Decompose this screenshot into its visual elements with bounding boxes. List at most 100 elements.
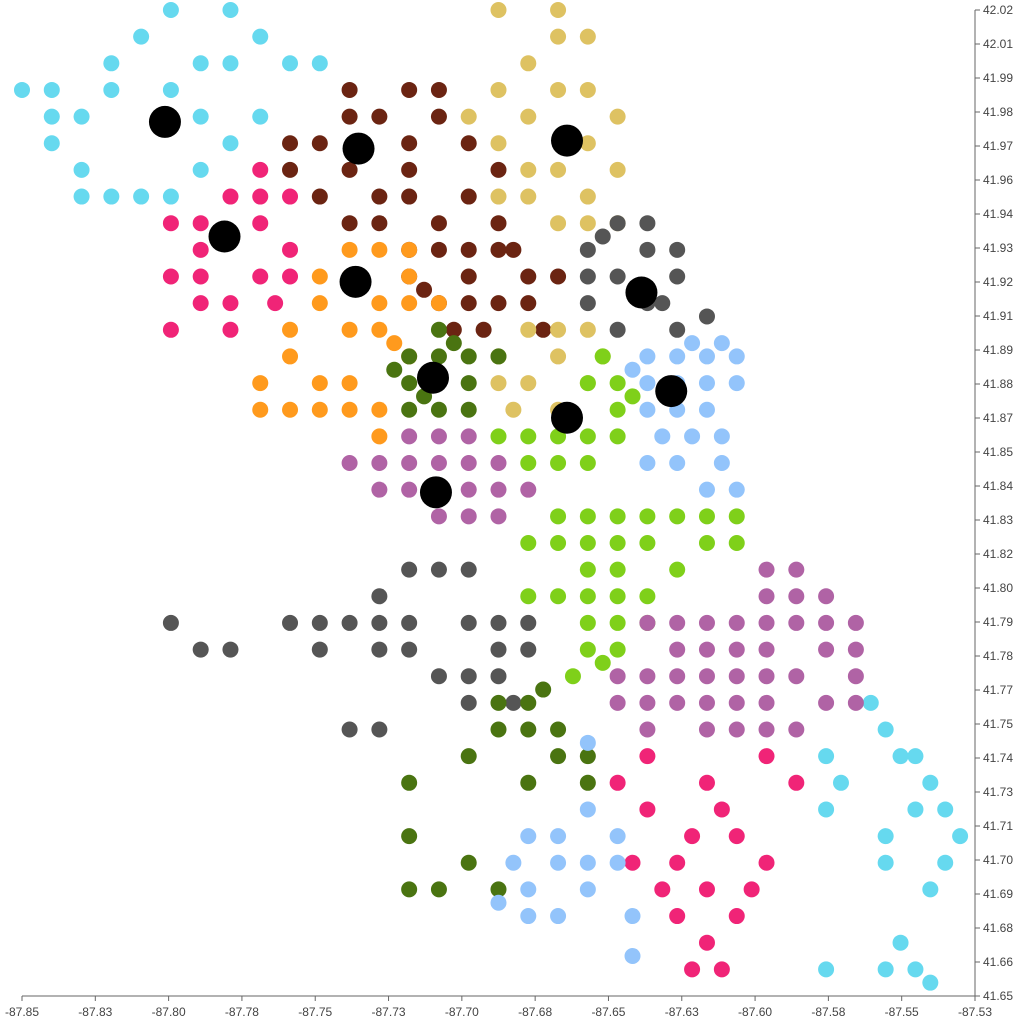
data-point	[698, 934, 715, 951]
data-point	[669, 908, 686, 925]
data-point	[505, 401, 522, 418]
data-point	[430, 241, 447, 258]
data-point	[639, 401, 656, 418]
data-point	[579, 534, 596, 551]
data-point	[490, 161, 507, 178]
data-point	[505, 694, 522, 711]
data-point	[520, 268, 537, 285]
data-point	[550, 28, 567, 45]
data-point	[520, 55, 537, 72]
data-point	[401, 481, 418, 498]
cluster-center	[148, 105, 181, 138]
data-point	[564, 668, 581, 685]
data-point	[818, 641, 835, 658]
data-point	[490, 2, 507, 18]
data-point	[579, 614, 596, 631]
data-point	[520, 614, 537, 631]
data-point	[639, 241, 656, 258]
data-point	[639, 455, 656, 472]
data-point	[728, 375, 745, 392]
data-point	[282, 55, 299, 72]
data-point	[535, 681, 552, 698]
data-point	[609, 641, 626, 658]
data-point	[698, 694, 715, 711]
x-tick-label: -87.60	[738, 1005, 772, 1019]
data-point	[952, 828, 969, 845]
data-point	[401, 135, 418, 152]
data-point	[222, 55, 239, 72]
data-point	[550, 508, 567, 525]
data-point	[579, 188, 596, 205]
data-point	[713, 428, 730, 445]
data-point	[624, 948, 641, 965]
data-point	[520, 694, 537, 711]
data-point	[579, 561, 596, 578]
data-point	[162, 2, 179, 18]
data-point	[133, 188, 150, 205]
data-point	[341, 108, 358, 125]
data-point	[267, 295, 284, 312]
data-point	[520, 721, 537, 738]
data-point	[490, 614, 507, 631]
data-point	[282, 241, 299, 258]
data-point	[698, 308, 715, 325]
data-point	[609, 534, 626, 551]
y-tick-label: 42.02	[983, 3, 1013, 17]
x-tick-label: -87.68	[518, 1005, 552, 1019]
data-point	[669, 241, 686, 258]
data-point	[728, 668, 745, 685]
data-point	[609, 854, 626, 871]
data-point	[818, 588, 835, 605]
data-point	[430, 348, 447, 365]
data-point	[341, 375, 358, 392]
data-point	[311, 188, 328, 205]
data-point	[490, 215, 507, 232]
data-point	[371, 588, 388, 605]
data-point	[639, 375, 656, 392]
data-point	[698, 481, 715, 498]
data-point	[758, 748, 775, 765]
data-point	[43, 81, 60, 98]
data-point	[460, 188, 477, 205]
data-point	[550, 268, 567, 285]
data-point	[222, 2, 239, 18]
data-point	[490, 641, 507, 658]
data-point	[282, 188, 299, 205]
data-point	[460, 135, 477, 152]
data-point	[401, 455, 418, 472]
data-point	[758, 588, 775, 605]
data-point	[401, 614, 418, 631]
data-point	[624, 388, 641, 405]
data-point	[639, 534, 656, 551]
data-point	[401, 268, 418, 285]
data-point	[252, 375, 269, 392]
data-point	[728, 614, 745, 631]
x-tick-label: -87.65	[591, 1005, 625, 1019]
data-point	[430, 401, 447, 418]
data-point	[550, 81, 567, 98]
data-point	[430, 455, 447, 472]
data-point	[609, 828, 626, 845]
data-point	[728, 828, 745, 845]
data-point	[371, 295, 388, 312]
y-tick-label: 41.68	[983, 921, 1013, 935]
y-tick-label: 41.66	[983, 955, 1013, 969]
y-tick-label: 41.71	[983, 819, 1013, 833]
data-point	[460, 401, 477, 418]
data-point	[430, 81, 447, 98]
data-point	[401, 295, 418, 312]
data-point	[341, 241, 358, 258]
data-point	[550, 2, 567, 18]
data-point	[698, 401, 715, 418]
data-point	[460, 455, 477, 472]
data-point	[639, 614, 656, 631]
data-point	[579, 28, 596, 45]
data-point	[669, 668, 686, 685]
y-tick-label: 41.69	[983, 887, 1013, 901]
x-tick-label: -87.85	[5, 1005, 39, 1019]
cluster-center	[339, 265, 372, 298]
data-point	[252, 161, 269, 178]
data-point	[728, 481, 745, 498]
data-point	[669, 508, 686, 525]
